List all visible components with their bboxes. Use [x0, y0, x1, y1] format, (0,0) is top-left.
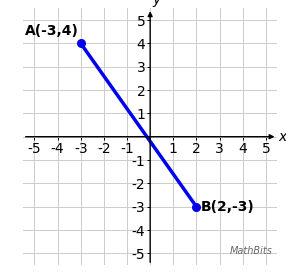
Text: y: y: [152, 0, 161, 7]
Point: [78, 41, 83, 45]
Text: x: x: [279, 130, 286, 144]
Text: MathBits: MathBits: [230, 246, 273, 256]
Point: [194, 205, 199, 209]
Text: A(-3,4): A(-3,4): [25, 23, 78, 38]
Text: B(2,-3): B(2,-3): [201, 200, 255, 214]
